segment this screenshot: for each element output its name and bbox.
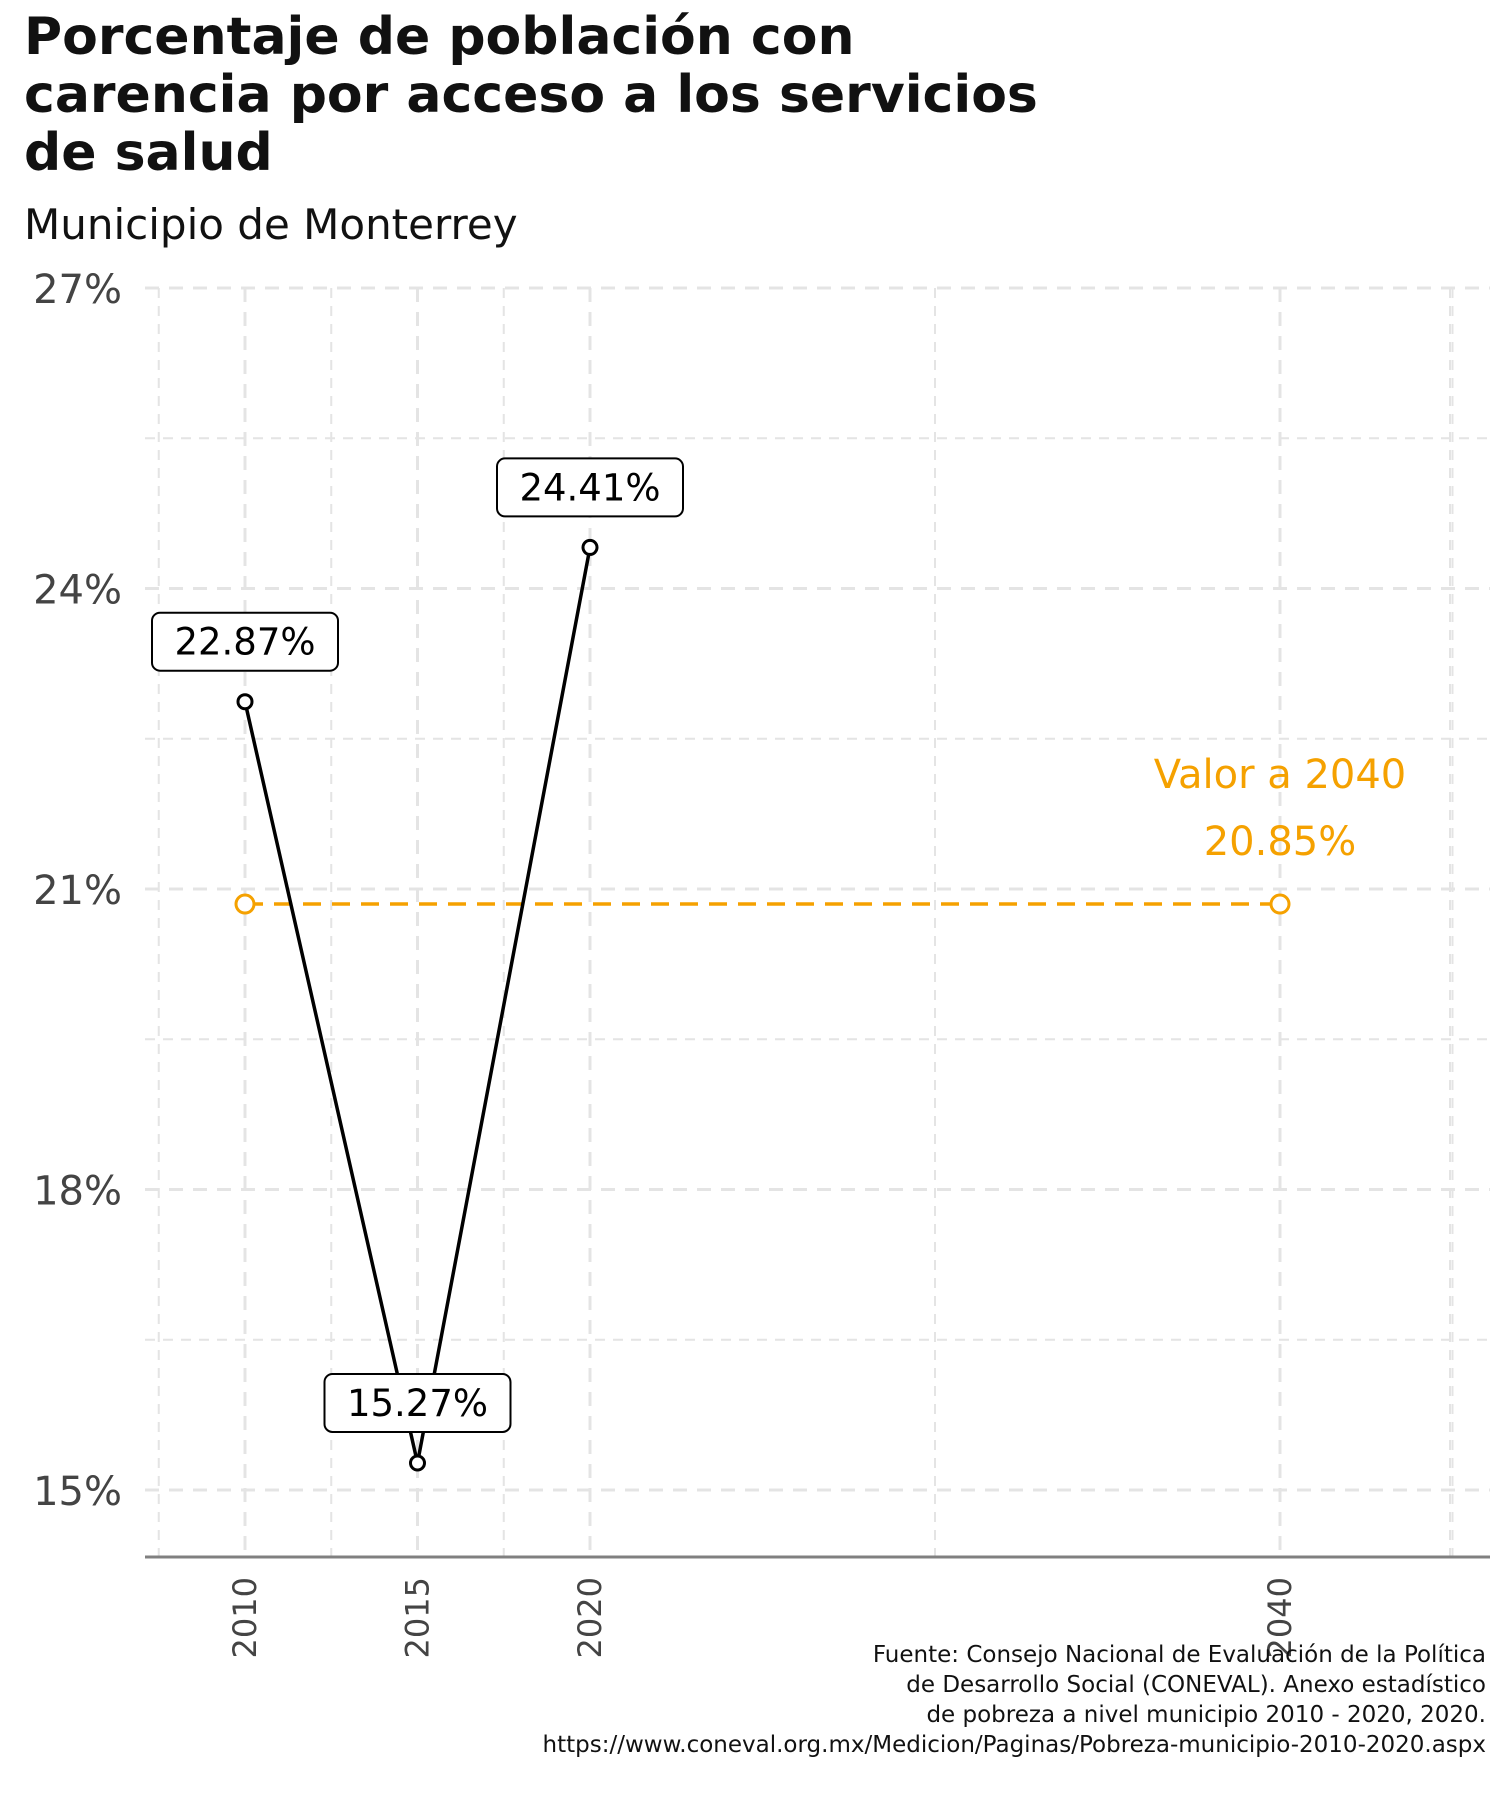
source-caption: Fuente: Consejo Nacional de Evaluación d… <box>543 1640 1487 1760</box>
data-label-box-2020 <box>496 457 684 518</box>
data-label-2010: 22.87% <box>174 621 315 664</box>
caption-line-2: de Desarrollo Social (CONEVAL). Anexo es… <box>906 1672 1486 1698</box>
y-tick-label-1: 18% <box>33 1169 122 1215</box>
x-tick-label-2: 2020 <box>571 1577 609 1658</box>
annotation-line-2: 20.85% <box>1204 819 1357 865</box>
data-label-box-2015 <box>323 1372 512 1433</box>
data-label-2020: 24.41% <box>519 466 660 509</box>
series-point-2010 <box>236 693 254 711</box>
series-point-2015 <box>409 1454 426 1472</box>
annotation-line-1: Valor a 2040 <box>1154 752 1407 798</box>
target-point-0 <box>234 893 256 915</box>
data-label-box-2010 <box>151 611 339 672</box>
x-tick-label-1: 2015 <box>399 1577 437 1658</box>
caption-line-4: https://www.coneval.org.mx/Medicion/Pagi… <box>542 1732 1487 1758</box>
chart-title-line-1: Porcentaje de población con <box>24 7 855 67</box>
y-tick-label-4: 27% <box>33 267 122 313</box>
chart-title: Porcentaje de población con carencia por… <box>24 8 1224 182</box>
data-label-2015: 15.27% <box>347 1382 488 1425</box>
chart-subtitle: Municipio de Monterrey <box>24 200 518 249</box>
y-tick-label-0: 15% <box>33 1469 122 1515</box>
y-tick-label-3: 24% <box>33 568 122 614</box>
target-point-1 <box>1269 893 1291 915</box>
caption-line-3: de pobreza a nivel municipio 2010 - 2020… <box>926 1702 1486 1728</box>
y-tick-label-2: 21% <box>33 868 122 914</box>
series-point-2020 <box>581 538 599 556</box>
chart-title-line-3: de salud <box>24 123 273 183</box>
x-tick-label-3: 2040 <box>1261 1577 1299 1658</box>
chart-title-line-2: carencia por acceso a los servicios <box>24 65 1038 125</box>
x-tick-label-0: 2010 <box>226 1577 264 1658</box>
caption-line-1: Fuente: Consejo Nacional de Evaluación d… <box>872 1642 1486 1668</box>
